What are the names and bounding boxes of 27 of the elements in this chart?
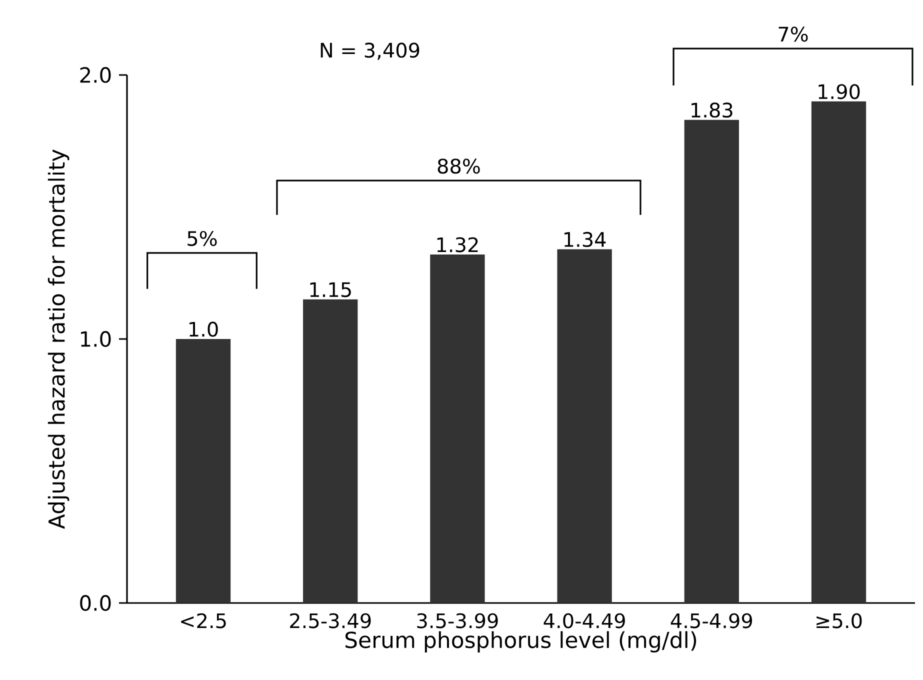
annotation: 88% (438, 158, 480, 174)
bar (557, 249, 612, 603)
x-tick-label: <2.5 (181, 613, 226, 628)
y-tick-label: 0.0 (80, 595, 111, 611)
x-tick-label: ≥5.0 (816, 613, 862, 628)
data-label: 1.83 (692, 102, 732, 118)
data-label: 1.90 (818, 84, 860, 100)
x-axis-title: Serum phosphorus level (mg/dl) (345, 631, 696, 652)
text: 7% (778, 26, 808, 42)
data-label: 1.15 (310, 282, 351, 298)
bar (176, 338, 231, 603)
annotation: 5% (188, 230, 217, 246)
x-tick-label: 3.5-3.99 (417, 613, 498, 628)
bar (430, 254, 485, 603)
data-label: 1.32 (437, 237, 478, 252)
y-tick-label: 2.0 (80, 67, 111, 83)
x-tick-label: 4.0-4.49 (544, 613, 625, 628)
bar (303, 299, 358, 603)
bar (684, 120, 739, 603)
y-tick-label: 1.0 (81, 331, 111, 347)
data-label: 1.0 (190, 322, 218, 337)
text: N = 3,409 (320, 42, 420, 60)
y-axis-title: Adjusted hazard ratio for mortality (48, 150, 70, 529)
bar (811, 101, 866, 603)
x-tick-label: 4.5-4.99 (670, 613, 752, 628)
x-tick-label: 2.5-3.49 (290, 613, 371, 628)
data-label: 1.34 (564, 232, 606, 248)
